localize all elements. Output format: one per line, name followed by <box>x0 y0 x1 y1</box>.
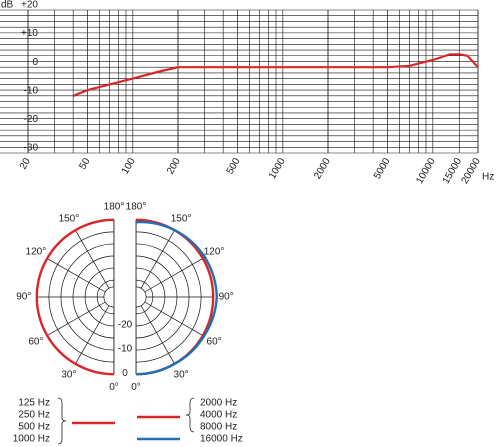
angle-label: 120° <box>204 247 225 258</box>
center-gap <box>114 217 136 377</box>
angle-label: 150° <box>59 214 80 225</box>
angle-label: 120° <box>26 247 47 258</box>
x-tick-label: 500 <box>225 156 243 176</box>
legend-label: 8000 Hz <box>200 422 237 433</box>
polar-curve <box>35 218 115 376</box>
y-tick-label: +20 <box>21 0 38 11</box>
legend-label: 125 Hz <box>18 398 50 409</box>
angle-label: 60° <box>207 337 222 348</box>
polar-spoke <box>135 296 175 365</box>
r-tick-label: -10 <box>118 344 133 355</box>
y-axis-label: dB <box>1 0 14 11</box>
legend-brace <box>57 397 67 445</box>
polar-spoke <box>135 258 204 298</box>
polar-spoke <box>75 296 115 365</box>
r-tick-label: 0 <box>122 368 128 379</box>
angle-label: 60° <box>28 337 43 348</box>
angle-label: 90° <box>16 292 31 303</box>
angle-label: 0° <box>109 382 119 393</box>
x-tick-label: 10000 <box>414 156 438 186</box>
legend-label: 500 Hz <box>18 422 50 433</box>
angle-label: 90° <box>219 292 234 303</box>
angle-label: 30° <box>174 370 189 381</box>
x-axis-label: Hz <box>482 172 494 183</box>
x-tick-label: 5000 <box>372 156 393 181</box>
y-tick-label: -20 <box>24 114 39 125</box>
legend-label: 2000 Hz <box>200 398 237 409</box>
x-tick-label: 50 <box>77 156 92 172</box>
x-tick-label: 2000 <box>312 156 333 181</box>
y-tick-label: -30 <box>24 143 39 154</box>
polar-spoke <box>46 258 115 298</box>
polar-spoke <box>135 229 175 298</box>
legend-label: 1000 Hz <box>13 434 50 445</box>
y-tick-label: +10 <box>21 28 38 39</box>
x-tick-label: 1000 <box>267 156 288 181</box>
polar-spoke <box>135 296 204 336</box>
angle-label: 150° <box>171 214 192 225</box>
polar-spoke <box>75 229 115 298</box>
y-tick-label: 0 <box>32 57 38 68</box>
angle-label: 180° <box>126 201 147 212</box>
angle-label: 180° <box>104 201 125 212</box>
r-tick-label: -20 <box>118 320 133 331</box>
x-tick-label: 20 <box>18 156 33 172</box>
x-tick-label: 200 <box>165 156 183 176</box>
polar-spoke <box>46 296 115 336</box>
polar-curve <box>135 220 219 376</box>
angle-label: 30° <box>61 370 76 381</box>
legend-label: 250 Hz <box>18 410 50 421</box>
y-tick-label: -10 <box>24 85 39 96</box>
angle-label: 0° <box>131 382 141 393</box>
response-curve <box>72 53 479 97</box>
legend-brace <box>185 397 195 433</box>
legend-label: 16000 Hz <box>200 434 243 445</box>
x-tick-label: 100 <box>120 156 138 176</box>
legend-label: 4000 Hz <box>200 410 237 421</box>
x-tick-label: 20000 <box>459 156 483 186</box>
